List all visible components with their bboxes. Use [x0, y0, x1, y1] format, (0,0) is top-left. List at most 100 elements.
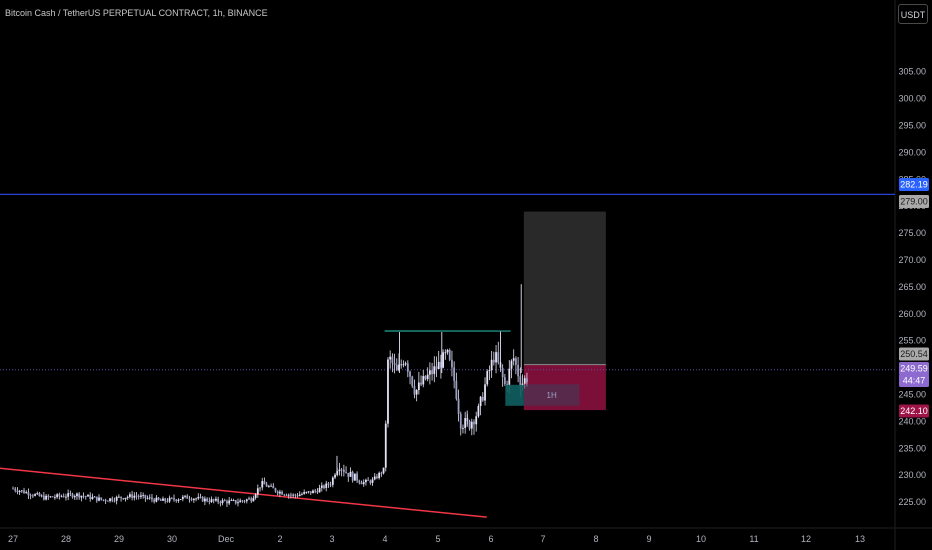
candle-body [455, 380, 458, 399]
time-tick-label: 28 [61, 534, 71, 544]
price-tick-label: 230.00 [898, 470, 926, 480]
candle-body [153, 499, 156, 502]
candle-body [261, 481, 264, 488]
price-axis[interactable]: 225.00230.00235.00240.00245.00250.00255.… [898, 67, 926, 507]
candle-body [16, 490, 19, 492]
candle-body [298, 494, 301, 497]
candle-body [338, 469, 341, 472]
candle-body [424, 375, 427, 380]
candle-body [422, 375, 425, 385]
price-tag: 282.19 [900, 180, 928, 190]
candle-body [400, 364, 403, 366]
candle-body [481, 396, 484, 401]
candle-body [89, 494, 92, 500]
candle-body [265, 484, 268, 487]
candle-body [175, 499, 178, 501]
target-zone [523, 211, 606, 365]
candle-body [349, 471, 352, 477]
candle-body [437, 361, 440, 370]
candle-body [331, 477, 334, 485]
candle-body [325, 483, 328, 488]
candle-body [245, 499, 248, 502]
candle-body [294, 494, 297, 496]
candle-body [307, 491, 310, 493]
price-tag: 249.59 [900, 364, 928, 374]
price-tick-label: 235.00 [898, 443, 926, 453]
candle-body [340, 469, 343, 471]
candle-body [135, 495, 138, 497]
candle-body [14, 488, 17, 491]
candle-body [82, 495, 85, 497]
candle-body [47, 495, 50, 497]
position-label: 1H [547, 391, 557, 400]
candle-body [433, 366, 436, 375]
candle-body [45, 495, 47, 500]
candles [12, 284, 528, 507]
time-tick-label: 9 [646, 534, 651, 544]
candle-body [360, 482, 363, 485]
candle-body [239, 500, 242, 503]
candle-body [159, 499, 162, 501]
candle-body [71, 493, 74, 498]
candle-body [34, 494, 36, 496]
candle-body [327, 483, 330, 485]
candle-body [106, 500, 109, 502]
candle-body [254, 494, 257, 499]
candle-body [162, 498, 164, 501]
price-tick-label: 270.00 [898, 255, 926, 265]
time-tick-label: 29 [114, 534, 124, 544]
candle-body [365, 479, 367, 483]
time-tick-label: Dec [218, 534, 235, 544]
price-tick-label: 225.00 [898, 497, 926, 507]
candle-body [380, 472, 383, 474]
candle-body [316, 491, 319, 493]
candle-body [395, 364, 398, 371]
candle-body [446, 349, 449, 353]
candle-body [234, 500, 237, 504]
candle-body [199, 496, 202, 498]
time-axis[interactable]: 27 28 29 30 Dec 2 3 4 5 6 7 8 9 10 11 12 13 [8, 534, 865, 544]
candle-body [347, 472, 350, 477]
price-tick-label: 305.00 [898, 67, 926, 77]
candle-body [490, 359, 493, 371]
candle-body [411, 376, 414, 387]
candle-body [270, 485, 272, 487]
candle-body [362, 482, 365, 485]
candle-body [67, 493, 70, 497]
candle-body [420, 382, 422, 385]
price-tick-label: 260.00 [898, 309, 926, 319]
candle-body [168, 497, 171, 502]
candle-body [131, 494, 134, 498]
price-tag: 279.00 [900, 197, 928, 207]
candle-body [215, 498, 217, 501]
candle-body [519, 376, 522, 387]
candle-body [287, 494, 290, 496]
candle-body [129, 494, 131, 497]
candle-body [464, 418, 467, 428]
candle-body [232, 500, 235, 501]
candle-body [353, 473, 356, 481]
price-tick-label: 245.00 [898, 389, 926, 399]
candle-body [484, 384, 486, 401]
candle-body [404, 363, 407, 365]
price-tag-bg [899, 362, 929, 375]
time-tick-label: 8 [593, 534, 598, 544]
candle-body [473, 421, 475, 425]
candle-body [113, 500, 116, 502]
candle-body [177, 499, 180, 501]
chart-title: Bitcoin Cash / TetherUS PERPETUAL CONTRA… [5, 8, 268, 18]
candle-body [292, 494, 295, 496]
candle-body [155, 497, 158, 502]
candle-body [267, 486, 270, 488]
candle-body [274, 488, 277, 492]
candle-body [31, 495, 34, 497]
candle-body [415, 389, 418, 395]
price-tick-label: 300.00 [898, 94, 926, 104]
candle-body [451, 359, 453, 368]
candle-body [462, 427, 464, 429]
candle-body [208, 501, 211, 502]
currency-button[interactable]: USDT [898, 4, 928, 24]
price-tag: 242.10 [900, 406, 928, 416]
candle-body [184, 495, 186, 497]
